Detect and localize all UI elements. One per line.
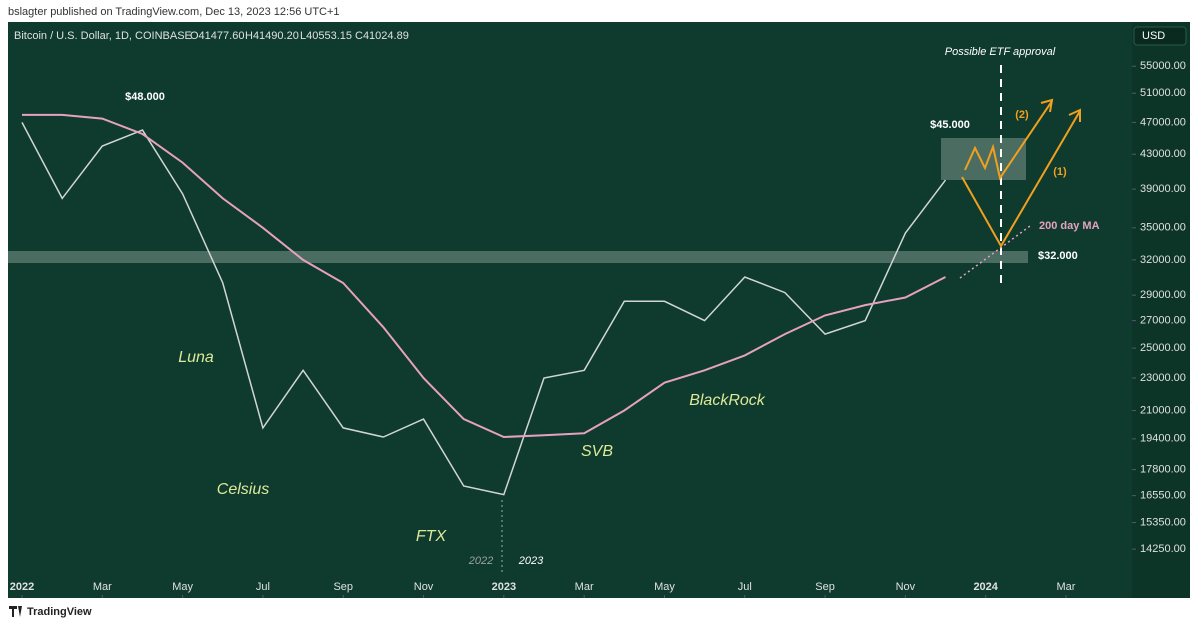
annotation: 2022 (468, 555, 493, 567)
annotation: Luna (178, 349, 214, 366)
y-tick-label: 55000.00 (1140, 60, 1186, 72)
y-tick-label: 51000.00 (1140, 87, 1186, 99)
x-tick-label: May (654, 581, 675, 593)
y-tick-label: 35000.00 (1140, 222, 1186, 234)
low: L40553.15 (300, 30, 352, 42)
path-2 (964, 100, 1053, 181)
annotation: Celsius (217, 481, 269, 498)
path-1 (961, 110, 1081, 249)
plot-bg (8, 22, 1190, 598)
support-band (8, 251, 1028, 263)
x-tick-label: Mar (93, 581, 112, 593)
annotation: SVB (581, 443, 613, 460)
x-tick-label: Jul (738, 581, 752, 593)
y-tick-label: 19400.00 (1140, 433, 1186, 445)
arrowhead (1040, 98, 1054, 113)
y-tick-label: 32000.00 (1140, 254, 1186, 266)
y-tick-label: 14250.00 (1140, 543, 1186, 555)
x-tick-label: 2022 (10, 581, 34, 593)
currency: USD (1142, 30, 1165, 42)
x-tick-label: Sep (333, 581, 353, 593)
y-tick-label: 17800.00 (1140, 464, 1186, 476)
y-tick-label: 43000.00 (1140, 148, 1186, 160)
x-tick-label: Nov (896, 581, 916, 593)
annotation: BlackRock (689, 392, 766, 409)
currency-box (1133, 26, 1187, 46)
high: H41490.20 (245, 30, 299, 42)
y-tick-label: 25000.00 (1140, 342, 1186, 354)
price-line (21, 122, 947, 496)
x-tick-label: Nov (414, 581, 434, 593)
axis-bg (1132, 22, 1190, 598)
y-tick-label: 47000.00 (1140, 116, 1186, 128)
arrowhead (1068, 108, 1081, 122)
x-tick-label: Sep (815, 581, 835, 593)
publisher: bslagter published on TradingView.com, D… (8, 6, 340, 18)
close: C41024.89 (355, 30, 409, 42)
x-tick-label: Mar (575, 581, 594, 593)
x-tick-label: Mar (1057, 581, 1076, 593)
annotation: (2) (1015, 109, 1029, 121)
y-tick-label: 21000.00 (1140, 404, 1186, 416)
drawings (8, 65, 1081, 575)
annotation: FTX (416, 528, 448, 545)
x-tick-label: 2024 (973, 581, 998, 593)
y-tick-label: 39000.00 (1140, 183, 1186, 195)
y-tick-label: 16550.00 (1140, 490, 1186, 502)
ma-line (22, 113, 946, 439)
annotation: $45.000 (930, 119, 970, 131)
open: O41477.60 (190, 30, 244, 42)
annotation: $48.000 (125, 91, 165, 103)
footer: TradingView (27, 606, 92, 618)
x-tick-label: Jul (256, 581, 270, 593)
annotation: 2023 (518, 555, 544, 567)
annotation: $32.000 (1038, 250, 1078, 262)
logo (9, 606, 22, 617)
y-tick-label: 29000.00 (1140, 289, 1186, 301)
annotation: 200 day MA (1039, 220, 1100, 232)
y-tick-label: 15350.00 (1140, 516, 1186, 528)
y-tick-label: 27000.00 (1140, 315, 1186, 327)
annotation: (1) (1053, 166, 1067, 178)
annotation: Possible ETF approval (945, 46, 1056, 58)
symbol: Bitcoin / U.S. Dollar, 1D, COINBASE (14, 30, 192, 42)
x-tick-label: 2023 (492, 581, 516, 593)
y-tick-label: 23000.00 (1140, 372, 1186, 384)
x-tick-label: May (172, 581, 193, 593)
